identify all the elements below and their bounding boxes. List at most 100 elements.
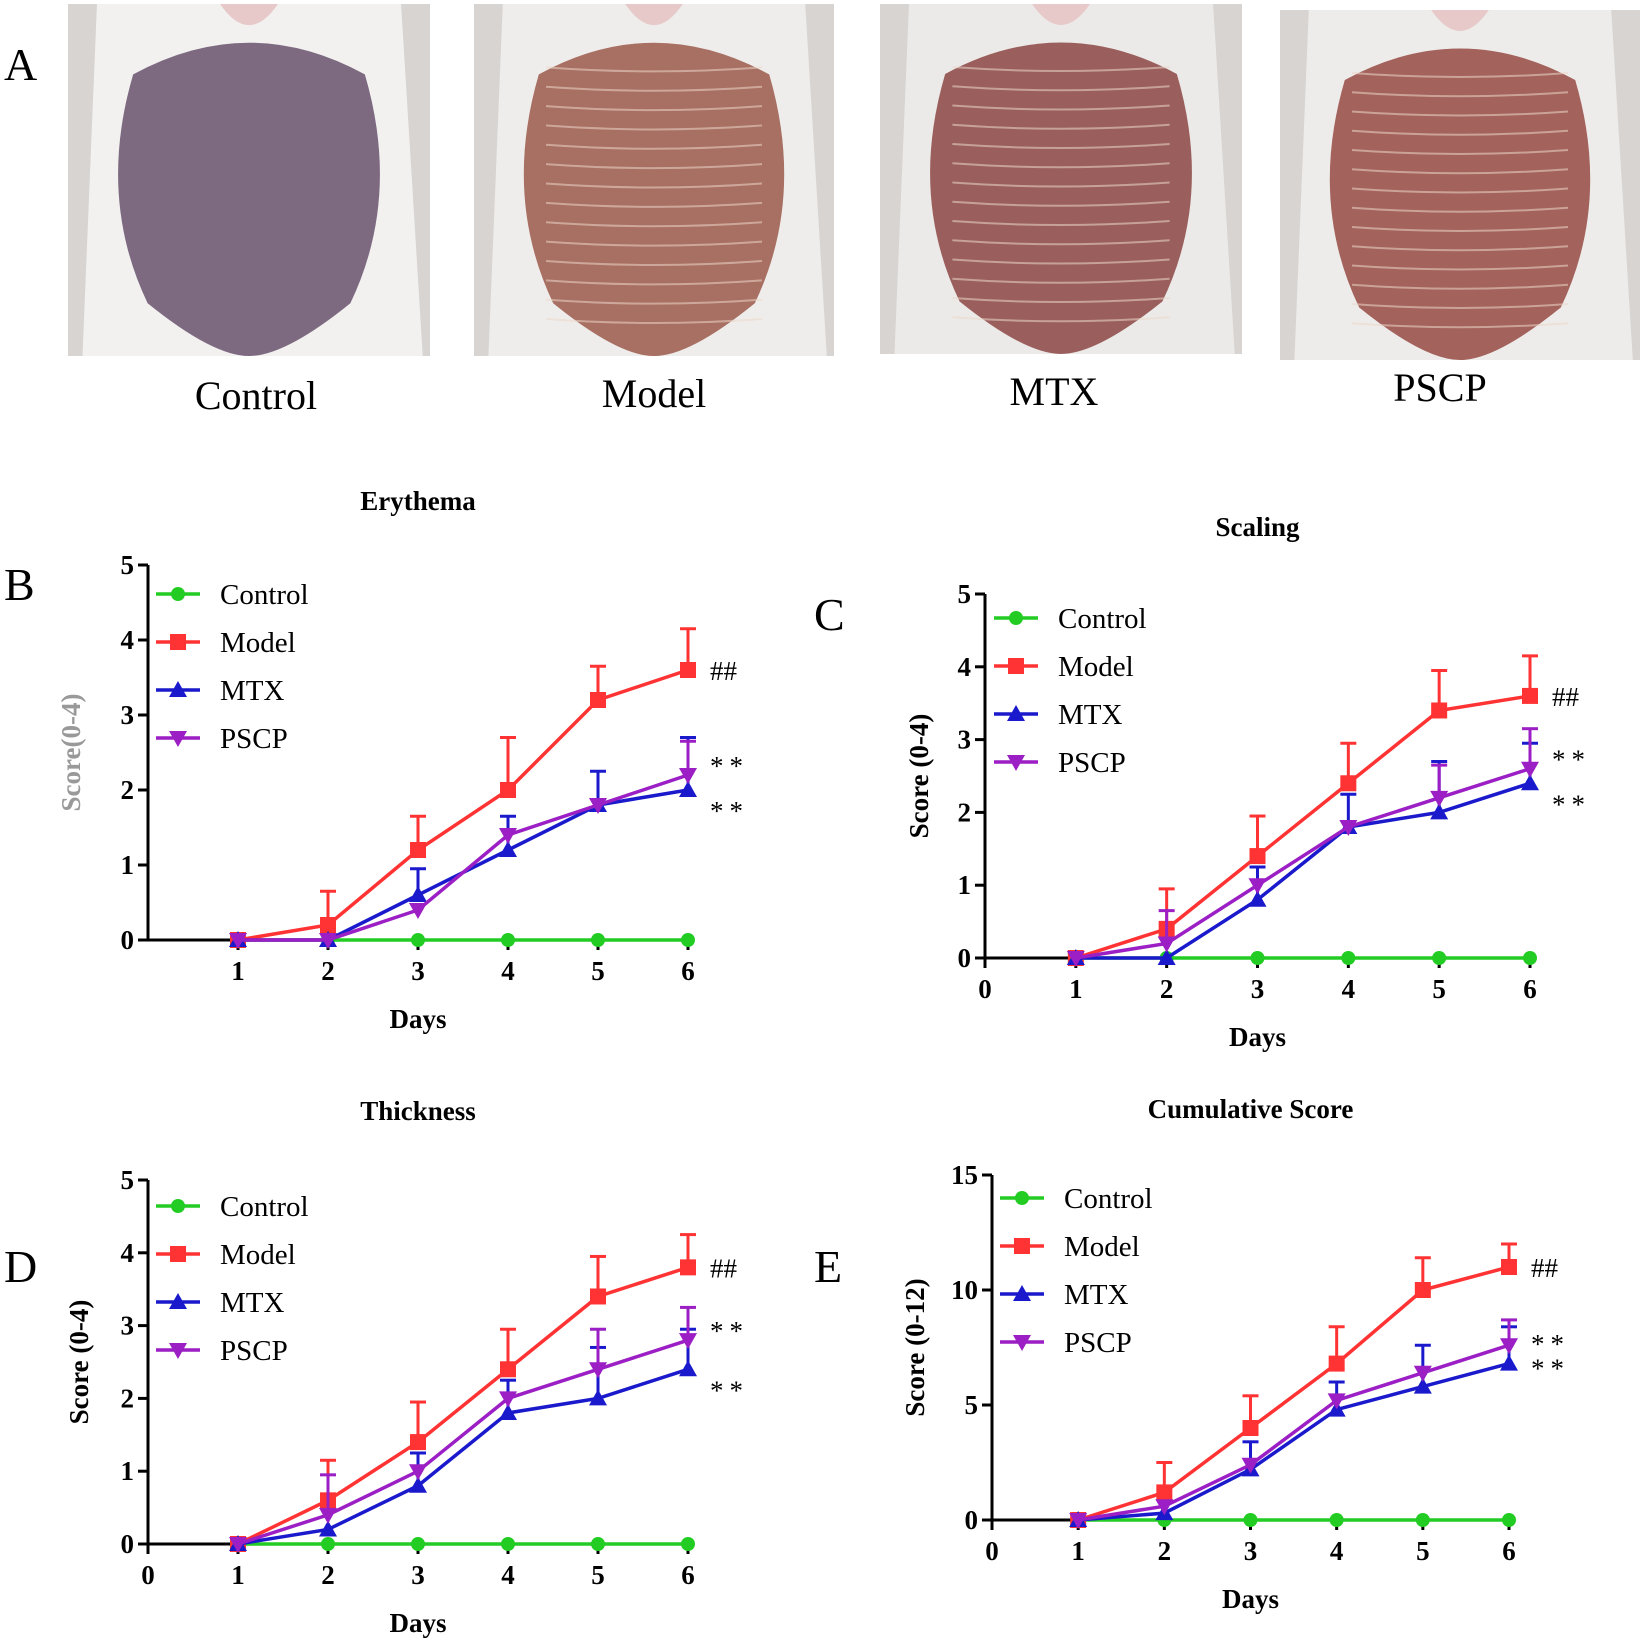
series-line	[1078, 1361, 1510, 1522]
x-tick-label: 5	[591, 956, 605, 986]
data-point	[500, 782, 516, 798]
x-tick-label: 2	[321, 956, 335, 986]
data-point	[501, 933, 515, 947]
skin-patch	[118, 42, 380, 356]
legend-item-pscp: PSCP	[156, 723, 288, 755]
photo-label-mtx: MTX	[1009, 369, 1099, 414]
scale-texture	[1351, 91, 1569, 98]
y-tick-label: 5	[965, 1390, 979, 1420]
data-point	[1328, 1355, 1345, 1372]
mouse-photo-pscp	[1280, 10, 1640, 360]
legend-label: MTX	[1064, 1279, 1129, 1311]
legend-item-pscp: PSCP	[994, 747, 1126, 779]
series-line	[237, 1367, 689, 1546]
data-point	[1521, 761, 1539, 778]
scale-texture	[545, 182, 763, 189]
x-axis-label: Days	[389, 1004, 446, 1034]
data-point	[1155, 1499, 1174, 1516]
legend-marker	[1009, 611, 1023, 625]
scale-texture	[545, 259, 763, 266]
data-point	[321, 1537, 335, 1551]
y-axis-label: Score(0-4)	[56, 694, 86, 812]
data-point	[1414, 1282, 1431, 1298]
y-tick-label: 0	[121, 925, 135, 955]
series-control	[231, 1537, 695, 1551]
legend-marker	[169, 681, 187, 697]
x-tick-label: 4	[1342, 974, 1356, 1004]
significance-annotation: ##	[710, 656, 738, 686]
scale-texture	[1351, 245, 1569, 252]
y-tick-label: 4	[958, 652, 972, 682]
photo-image	[474, 4, 834, 356]
legend-item-pscp: PSCP	[156, 1335, 288, 1367]
legend-label: Control	[220, 1191, 309, 1223]
data-point	[229, 933, 247, 949]
y-tick-label: 5	[958, 579, 972, 609]
y-tick-label: 0	[965, 1505, 979, 1535]
significance-annotation: **	[710, 1316, 749, 1346]
data-point	[679, 1360, 697, 1377]
scale-texture	[952, 277, 1170, 284]
legend-marker	[1008, 658, 1024, 674]
data-point	[1156, 1484, 1173, 1501]
legend-item-control: Control	[156, 1191, 309, 1223]
series-line	[237, 1265, 689, 1546]
scale-texture	[952, 85, 1170, 92]
y-axis-label: Score (0-4)	[64, 1300, 94, 1425]
legend-label: Control	[1064, 1183, 1153, 1215]
data-point	[1339, 819, 1358, 836]
legend-label: Control	[1058, 603, 1147, 635]
legend-item-mtx: MTX	[156, 1287, 285, 1319]
series-model	[1070, 1242, 1517, 1528]
scale-texture	[1351, 168, 1569, 175]
scale-texture	[1351, 322, 1569, 329]
x-tick-label: 5	[1416, 1536, 1430, 1566]
series-model	[230, 627, 696, 948]
legend-item-control: Control	[994, 603, 1147, 635]
data-point	[499, 1391, 517, 1408]
data-point	[1327, 1393, 1346, 1410]
data-point	[591, 1537, 605, 1551]
scale-texture	[952, 258, 1170, 265]
series-pscp	[229, 739, 697, 949]
scale-texture	[1351, 283, 1569, 290]
significance-annotation: ##	[1531, 1253, 1559, 1283]
legend-label: PSCP	[220, 1335, 288, 1367]
fur-parting	[625, 4, 683, 26]
legend-label: MTX	[220, 675, 285, 707]
x-tick-label: 1	[1069, 974, 1083, 1004]
x-tick-label: 3	[411, 956, 425, 986]
data-point	[679, 768, 697, 784]
x-tick-label: 3	[1244, 1536, 1258, 1566]
data-point	[1157, 936, 1176, 953]
legend-label: PSCP	[1058, 747, 1126, 779]
legend-label: Control	[220, 579, 309, 611]
x-tick-label: 1	[1071, 1536, 1085, 1566]
x-tick-label: 2	[321, 1560, 335, 1590]
scale-texture	[952, 316, 1170, 323]
x-tick-label: 0	[141, 1560, 155, 1590]
legend-label: Model	[1064, 1231, 1140, 1263]
data-point	[499, 828, 517, 844]
data-point	[1241, 1457, 1260, 1474]
x-axis-label: Days	[1229, 1022, 1286, 1052]
scale-texture	[952, 162, 1170, 169]
x-axis-label: Days	[1222, 1584, 1279, 1614]
data-point	[319, 1507, 337, 1524]
scale-texture	[1351, 129, 1569, 136]
significance-annotation: **	[1552, 789, 1591, 819]
legend-label: MTX	[1058, 699, 1123, 731]
legend-marker	[169, 1293, 187, 1309]
data-point	[680, 1259, 696, 1276]
x-tick-label: 2	[1160, 974, 1174, 1004]
scale-texture	[952, 297, 1170, 303]
data-point	[1500, 1354, 1518, 1371]
data-point	[499, 1403, 517, 1420]
data-point	[1415, 1513, 1430, 1527]
data-point	[679, 1333, 697, 1350]
data-point	[1243, 1513, 1258, 1527]
series-line	[237, 668, 689, 942]
series-model	[230, 1233, 696, 1552]
legend-item-mtx: MTX	[156, 675, 285, 707]
fur-parting	[1032, 4, 1090, 25]
